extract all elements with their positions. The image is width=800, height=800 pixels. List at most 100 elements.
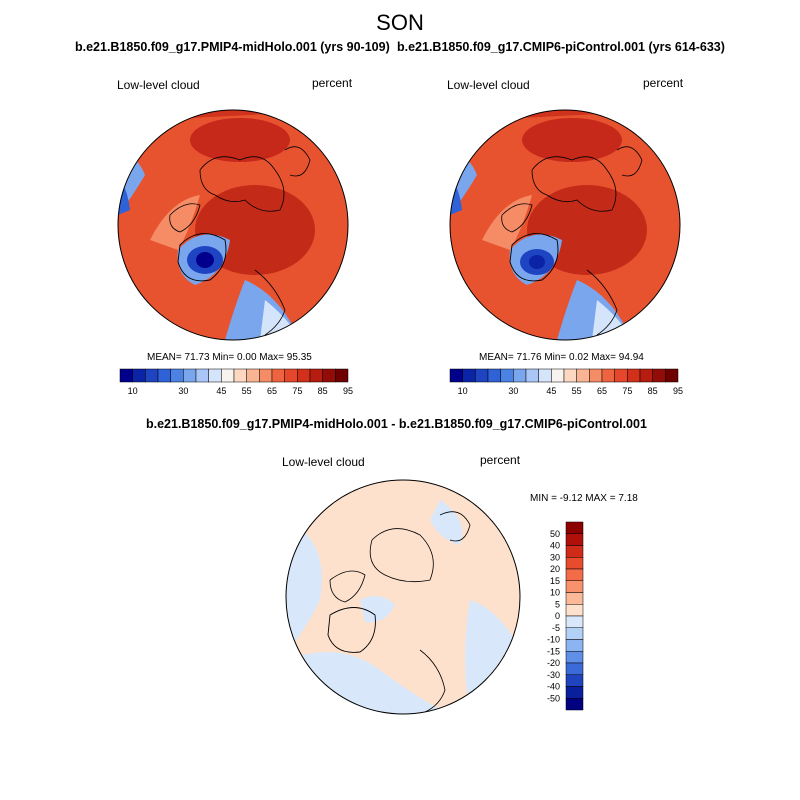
panel2-map [449, 109, 681, 341]
panel2-coast-archipelago [501, 203, 533, 233]
panel2-field-canada [482, 195, 532, 250]
panel3-coast-siberia [439, 511, 471, 542]
panel3-colorbar-tick-label: 5 [555, 599, 560, 609]
panel1-colorbar-tick-label: 55 [242, 386, 252, 396]
panel2-colorbar-tick-label: 30 [508, 386, 518, 396]
panel1-map [117, 109, 349, 341]
panel1-colorbar-box [335, 368, 349, 383]
panel1-colorbar-box [284, 368, 298, 383]
panel3-colorbar-box [565, 557, 584, 570]
panel2-colorbar-box [525, 368, 539, 383]
panel1-colorbar-box [157, 368, 171, 383]
panel1-coast-siberia [284, 146, 311, 177]
panel1-colorbar-tick-label: 85 [318, 386, 328, 396]
panel2-colorbar-box [563, 368, 577, 383]
panel3-coast-scandinavia [419, 649, 446, 713]
panel3-right-label: percent [480, 453, 521, 467]
figure-title: SON [376, 10, 424, 35]
panel3-colorbar-box [565, 615, 584, 628]
panel1-field-canada [150, 195, 200, 250]
panel1-colorbar-tick-label: 30 [178, 386, 188, 396]
panel3-colorbar-tick-label: 50 [550, 529, 560, 539]
panel1-colorbar-box [246, 368, 260, 383]
panel1-colorbar-box [322, 368, 336, 383]
panel2-colorbar-box [538, 368, 552, 383]
panel3-colorbar-box [565, 627, 584, 640]
panel1-coast-scandinavia [254, 269, 286, 336]
panel1-right-label: percent [312, 76, 353, 90]
panel2-colorbar-tick-label: 65 [597, 386, 607, 396]
panel3-coast-arctic [369, 528, 434, 583]
panel2-colorbar-box [639, 368, 653, 383]
panel3-colorbar-tick-label: 0 [555, 611, 560, 621]
panel3-colorbar-box [565, 521, 584, 534]
panel1-title: b.e21.B1850.f09_g17.PMIP4-midHolo.001 (y… [75, 40, 390, 54]
panel3-colorbar-tick-label: -15 [547, 646, 560, 656]
panel3-map [285, 479, 521, 715]
panel2-stats: MEAN= 71.76 Min= 0.02 Max= 94.94 [479, 352, 644, 363]
panel1-colorbar: 10 30 45 55 65 75 85 95 [119, 368, 353, 396]
panel3-colorbar-tick-label: -40 [547, 682, 560, 692]
panel2-colorbar-tick-label: 55 [572, 386, 582, 396]
panel2-colorbar-box [449, 368, 463, 383]
panel1-colorbar-box [145, 368, 159, 383]
panel3-colorbar-box [565, 698, 584, 711]
panel2-colorbar-box [551, 368, 565, 383]
panel2-colorbar-box [576, 368, 590, 383]
panel3-colorbar-box [565, 639, 584, 652]
panel3-colorbar-tick-label: -50 [547, 693, 560, 703]
panel2-colorbar-box [652, 368, 666, 383]
panel2-colorbar-box [589, 368, 603, 383]
panel3-colorbar-box [565, 568, 584, 581]
panel3-colorbar-tick-label: 40 [550, 541, 560, 551]
panel1-coast-archipelago [169, 203, 201, 233]
panel1-colorbar-box [183, 368, 197, 383]
panel2-colorbar-box [462, 368, 476, 383]
panel1-field-arctic-high [190, 118, 290, 162]
panel2-coast-scandinavia [586, 269, 618, 336]
panel2-title: b.e21.B1850.f09_g17.CMIP6-piControl.001 … [397, 40, 725, 54]
panel2-colorbar-box [475, 368, 489, 383]
panel1-stats: MEAN= 71.73 Min= 0.00 Max= 95.35 [147, 352, 312, 363]
panel2-colorbar-box [513, 368, 527, 383]
panel3-colorbar-tick-label: 20 [550, 564, 560, 574]
panel3-colorbar-tick-label: -30 [547, 670, 560, 680]
panel1-colorbar-box [271, 368, 285, 383]
panel3-colorbar-box [565, 662, 584, 675]
panel3-colorbar-box [565, 604, 584, 617]
panel3-coast-archipelago [329, 570, 366, 603]
panel2-colorbar-tick-label: 85 [648, 386, 658, 396]
panel1-coast-greenland [177, 233, 227, 282]
panel2-colorbar-box [614, 368, 628, 383]
panel1-coast-arctic [199, 156, 285, 212]
panel2-colorbar: 10 30 45 55 65 75 85 95 [449, 368, 683, 396]
panel3-colorbar-tick-label: -5 [552, 623, 560, 633]
panel3-colorbar-tick-label: 30 [550, 552, 560, 562]
panel3-field-ne-neg [430, 500, 463, 545]
panel3-field-center-neg [360, 596, 395, 623]
panel1-colorbar-box [309, 368, 323, 383]
panel1-colorbar-tick-label: 75 [292, 386, 302, 396]
panel3-stats: MIN = -9.12 MAX = 7.18 [530, 493, 638, 504]
panel1-colorbar-box [119, 368, 133, 383]
panel3-colorbar-box [565, 592, 584, 605]
panel1-colorbar-box [132, 368, 146, 383]
panel1-colorbar-box [221, 368, 235, 383]
panel1-left-label: Low-level cloud [117, 78, 200, 92]
panel3-colorbar-box [565, 686, 584, 699]
panel1-colorbar-box [170, 368, 184, 383]
panel1-colorbar-box [208, 368, 222, 383]
panel1-colorbar-tick-label: 45 [216, 386, 226, 396]
panel3-colorbar-tick-label: -20 [547, 658, 560, 668]
panel2-right-label: percent [643, 76, 684, 90]
panel1-colorbar-tick-label: 10 [128, 386, 138, 396]
panel3-colorbar-box [565, 533, 584, 546]
panel3-colorbar-box [565, 674, 584, 687]
panel2-colorbar-box [500, 368, 514, 383]
panel2-field-greenland-core [529, 255, 545, 269]
panel2-field-arctic-high [522, 118, 622, 162]
panel2-colorbar-tick-label: 95 [673, 386, 683, 396]
panel3-colorbar-tick-label: 15 [550, 576, 560, 586]
panel3-colorbar-box [565, 651, 584, 664]
